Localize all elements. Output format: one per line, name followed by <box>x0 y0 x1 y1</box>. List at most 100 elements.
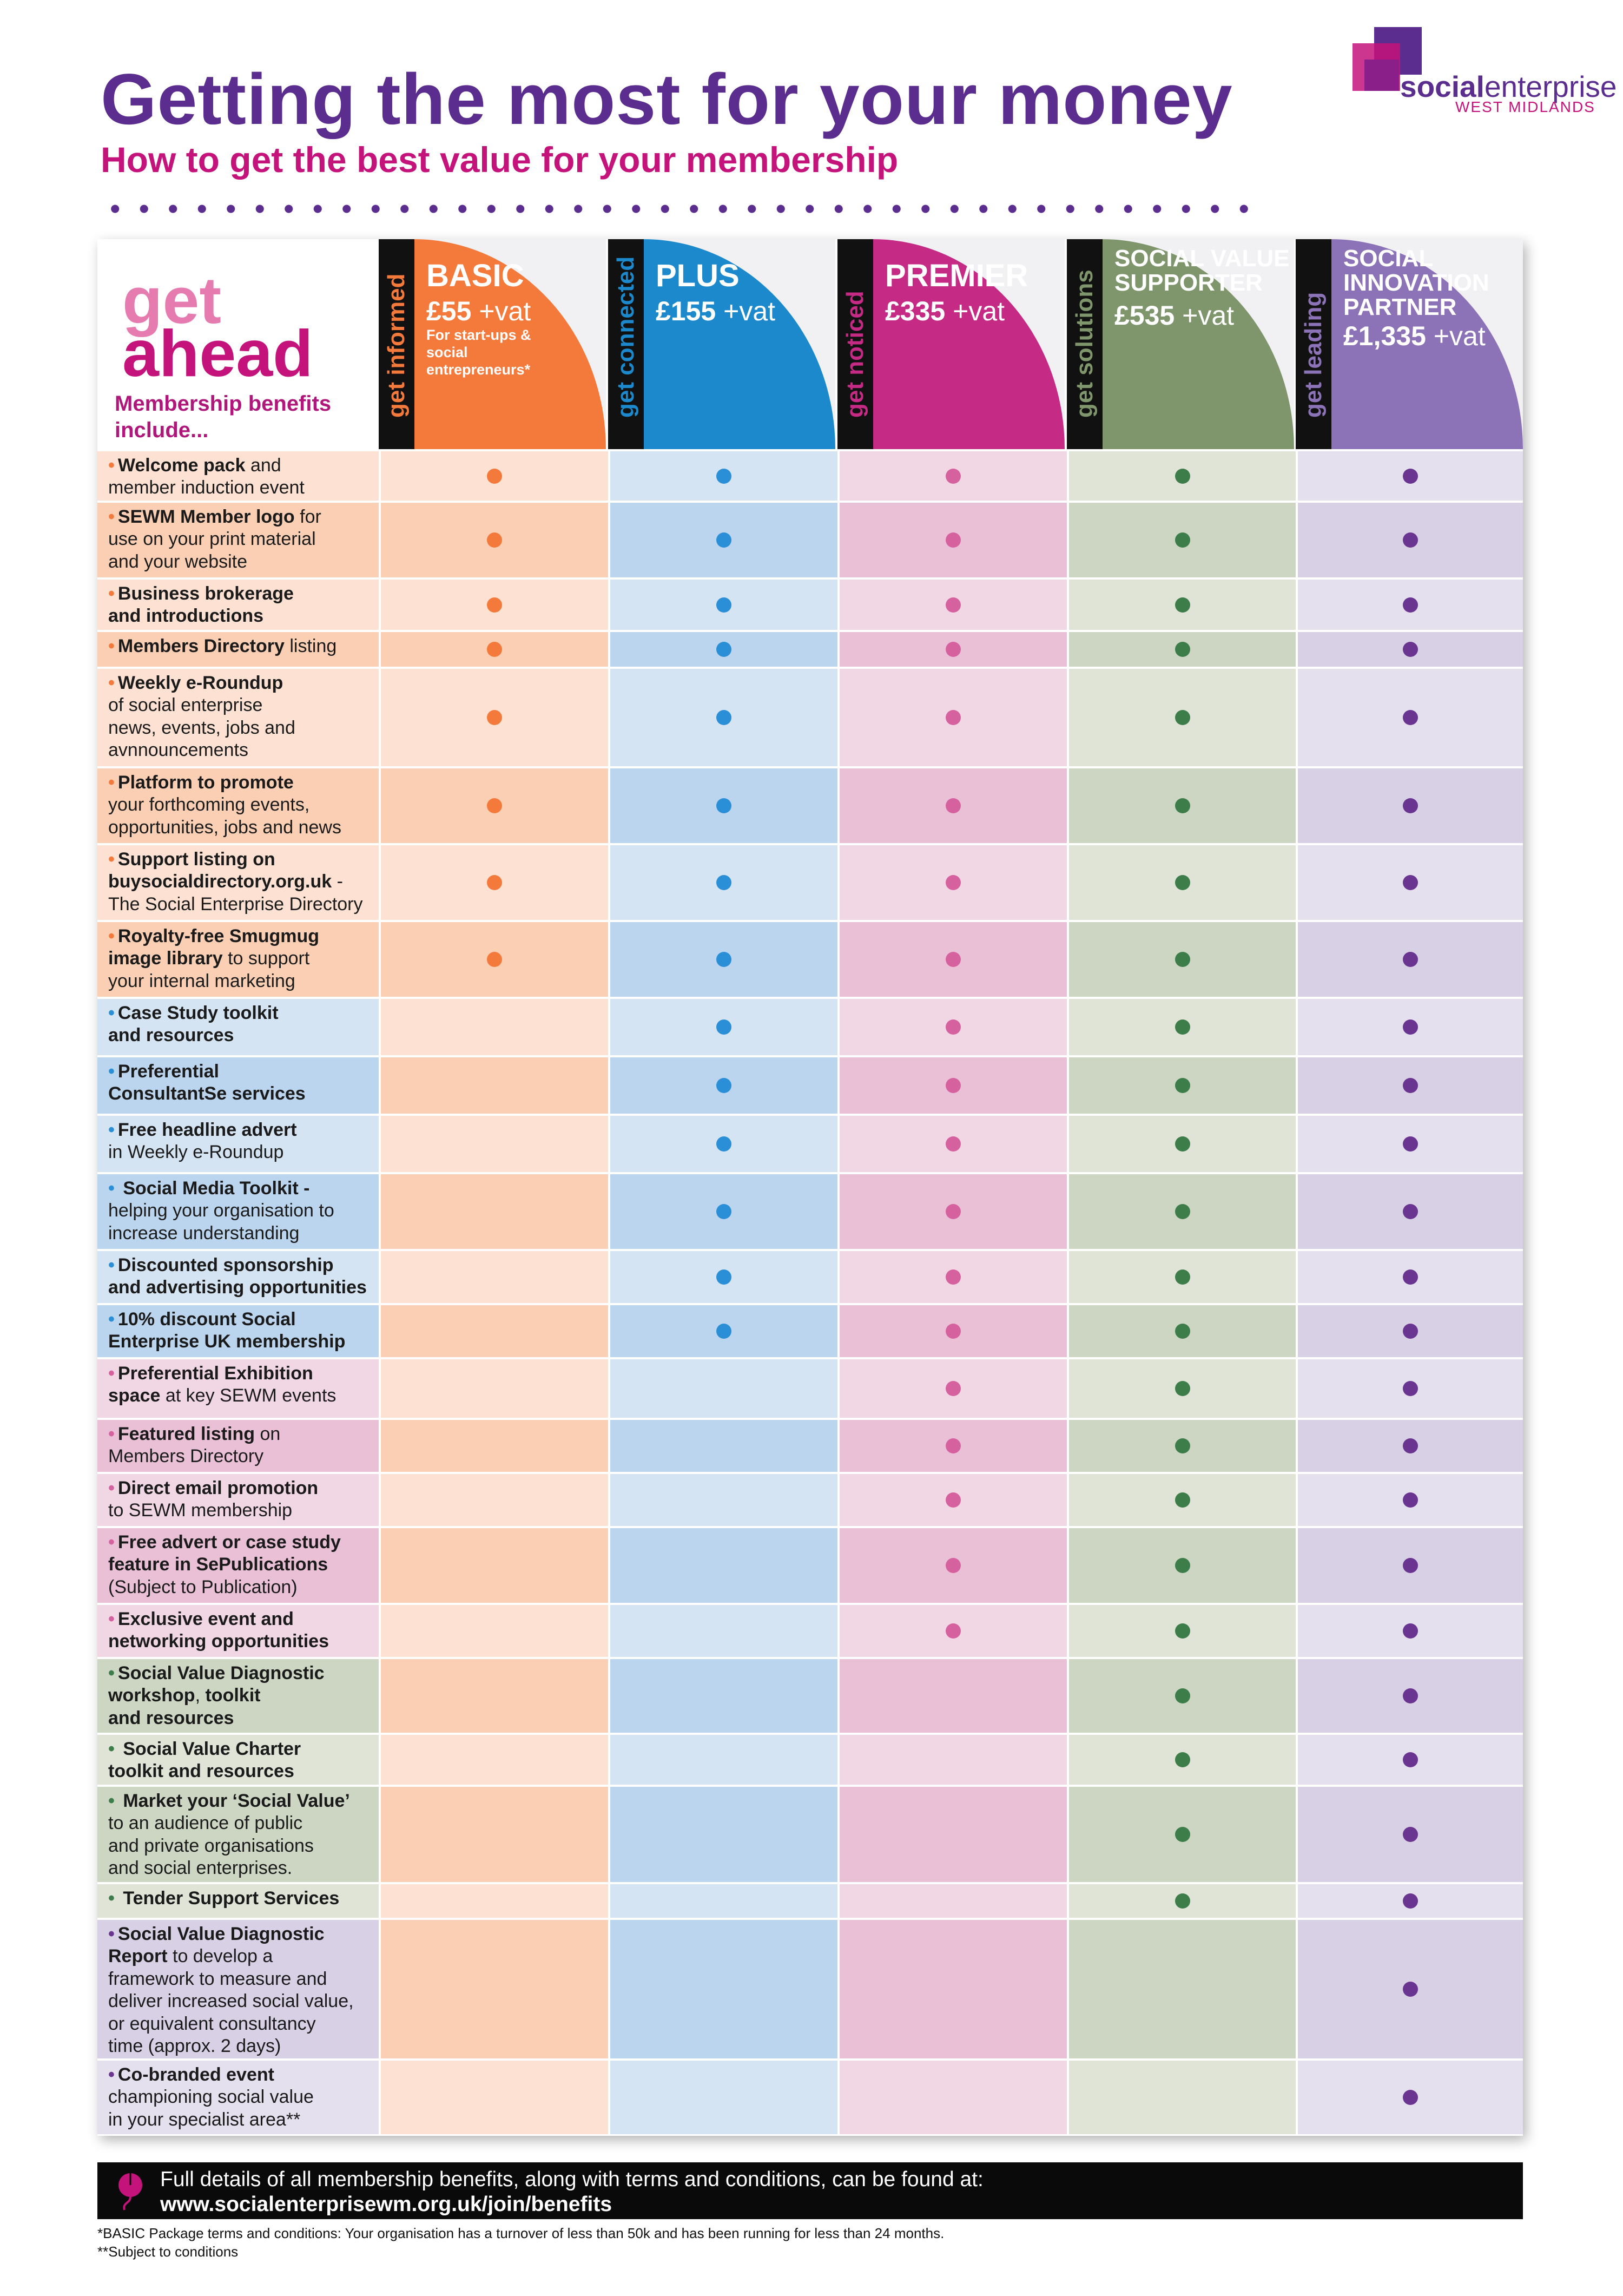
benefit-label: • Discounted sponsorship and advertising o… <box>97 1251 379 1303</box>
tier-tagline-strip: get connected <box>608 239 644 449</box>
tier-cell <box>837 503 1067 577</box>
tier-header-plus[interactable]: get connected PLUS £155 +vat <box>608 239 835 449</box>
included-dot-icon <box>946 1136 961 1152</box>
tier-cell <box>837 1659 1067 1733</box>
tier-cell <box>1067 999 1296 1055</box>
tier-cell <box>608 999 837 1055</box>
included-dot-icon <box>1175 1019 1190 1035</box>
benefit-label: • Case Study toolkit and resources <box>97 999 379 1055</box>
included-dot-icon <box>946 1269 961 1285</box>
social-enterprise-logo[interactable]: socialenterprise WEST MIDLANDS <box>1352 27 1617 115</box>
included-dot-icon <box>946 642 961 657</box>
included-dot-icon <box>946 710 961 725</box>
tier-cell <box>1067 768 1296 843</box>
tier-cell <box>837 768 1067 843</box>
benefit-rows: • Welcome pack and member induction event •… <box>97 449 1523 2134</box>
benefit-line: • SEWM Member logo for <box>108 506 321 527</box>
table-header-row: get ahead Membership benefits include...… <box>97 239 1523 449</box>
ahead-text: ahead <box>122 317 313 390</box>
logo-region: WEST MIDLANDS <box>1455 98 1595 115</box>
tier-cell <box>837 1735 1067 1785</box>
bullet-icon: • <box>108 583 115 604</box>
tier-cell <box>1067 845 1296 920</box>
tier-cell <box>379 1528 608 1603</box>
table-row: • Support listing on buysocialdirectory.or… <box>97 843 1523 920</box>
included-dot-icon <box>1403 1136 1418 1152</box>
bullet-icon: • <box>108 849 115 870</box>
included-dot-icon <box>487 710 502 725</box>
benefit-line: and social enterprises. <box>108 1858 293 1879</box>
tier-header-social-value-supporter[interactable]: get solutions SOCIAL VALUE SUPPORTER £53… <box>1067 239 1294 449</box>
table-row: • Market your ‘Social Value’ to an audien… <box>97 1785 1523 1882</box>
table-row: • Tender Support Services <box>97 1882 1523 1918</box>
tier-cell <box>1296 451 1523 501</box>
bullet-icon: • <box>108 1003 115 1023</box>
included-dot-icon <box>946 1492 961 1508</box>
tier-tagline-strip: get leading <box>1296 239 1331 449</box>
table-row: • Exclusive event and networking opportuni… <box>97 1603 1523 1657</box>
table-row: • Free headline advert in Weekly e-Roundup <box>97 1114 1523 1172</box>
tier-tagline-strip: get noticed <box>837 239 873 449</box>
benefit-line: buysocialdirectory.org.uk - <box>108 871 343 892</box>
tier-cell <box>1296 999 1523 1055</box>
included-dot-icon <box>1175 1558 1190 1573</box>
included-dot-icon <box>487 952 502 967</box>
tier-header-basic[interactable]: get informed BASIC £55 +vat For start-up… <box>379 239 606 449</box>
benefit-label: • Social Value Charter toolkit and resour… <box>97 1735 379 1785</box>
tier-cell <box>1296 1528 1523 1603</box>
included-dot-icon <box>716 468 731 484</box>
included-dot-icon <box>1175 1204 1190 1219</box>
tier-name: BASIC <box>426 258 524 293</box>
benefit-line: deliver increased social value, <box>108 1991 354 2012</box>
tier-cell <box>379 2061 608 2134</box>
bullet-icon: • <box>108 1363 115 1384</box>
footer-link[interactable]: www.socialenterprisewm.org.uk/join/benef… <box>160 2193 612 2216</box>
benefit-line: in your specialist area** <box>108 2109 301 2130</box>
included-dot-icon <box>1403 1438 1418 1453</box>
tier-cell <box>608 1251 837 1303</box>
benefit-line: • Discounted sponsorship <box>108 1255 334 1275</box>
tier-cell <box>1296 1659 1523 1733</box>
table-row: • Preferential Exhibition space at key SEW… <box>97 1357 1523 1418</box>
tier-cell <box>1067 632 1296 667</box>
benefit-label: • 10% discount Social Enterprise UK member… <box>97 1305 379 1357</box>
benefit-line: • Co-branded event <box>108 2064 274 2085</box>
footer-info-text: Full details of all membership benefits,… <box>160 2168 984 2191</box>
table-row: • Co-branded event championing social valu… <box>97 2058 1523 2134</box>
table-row: • Direct email promotion to SEWM membershi… <box>97 1472 1523 1526</box>
bullet-icon: • <box>108 1309 115 1330</box>
included-dot-icon <box>946 1019 961 1035</box>
included-dot-icon <box>716 1324 731 1339</box>
benefit-label: • Market your ‘Social Value’ to an audien… <box>97 1787 379 1882</box>
tier-cell <box>608 1359 837 1418</box>
benefit-label: • Social Value Diagnostic workshop, toolki… <box>97 1659 379 1733</box>
tier-cell <box>837 845 1067 920</box>
benefit-label: • Royalty-free Smugmug image library to su… <box>97 922 379 997</box>
benefit-line: and introductions <box>108 606 264 627</box>
benefit-line: • Preferential Exhibition <box>108 1363 313 1384</box>
bullet-icon: • <box>108 926 115 946</box>
benefit-line: • Case Study toolkit <box>108 1003 279 1023</box>
benefit-line: to SEWM membership <box>108 1500 293 1521</box>
logo-wordmark: socialenterprise <box>1400 70 1617 103</box>
table-row: • Featured listing on Members Directory <box>97 1418 1523 1472</box>
benefit-line: ConsultantSe services <box>108 1083 306 1104</box>
tier-cell <box>1067 451 1296 501</box>
benefit-line: • Direct email promotion <box>108 1478 319 1498</box>
tier-cell <box>379 999 608 1055</box>
tier-cell <box>1067 1528 1296 1603</box>
tier-header-premier[interactable]: get noticed PREMIER £335 +vat <box>837 239 1065 449</box>
benefit-line: • Tender Support Services <box>108 1888 340 1909</box>
benefit-line: and private organisations <box>108 1835 314 1856</box>
tier-cell <box>837 1884 1067 1918</box>
benefit-line: increase understanding <box>108 1222 300 1244</box>
included-dot-icon <box>1403 710 1418 725</box>
benefit-line: • Business brokerage <box>108 583 294 604</box>
included-dot-icon <box>1175 798 1190 813</box>
tier-cell <box>837 1420 1067 1472</box>
tier-cell <box>1296 1359 1523 1418</box>
table-row: • Free advert or case study feature in SeP… <box>97 1526 1523 1603</box>
included-dot-icon <box>487 875 502 890</box>
tier-header-social-innovation-partner[interactable]: get leading SOCIAL INNOVATION PARTNER £1… <box>1296 239 1523 449</box>
tier-note: For start-ups & social entrepreneurs* <box>426 327 531 378</box>
